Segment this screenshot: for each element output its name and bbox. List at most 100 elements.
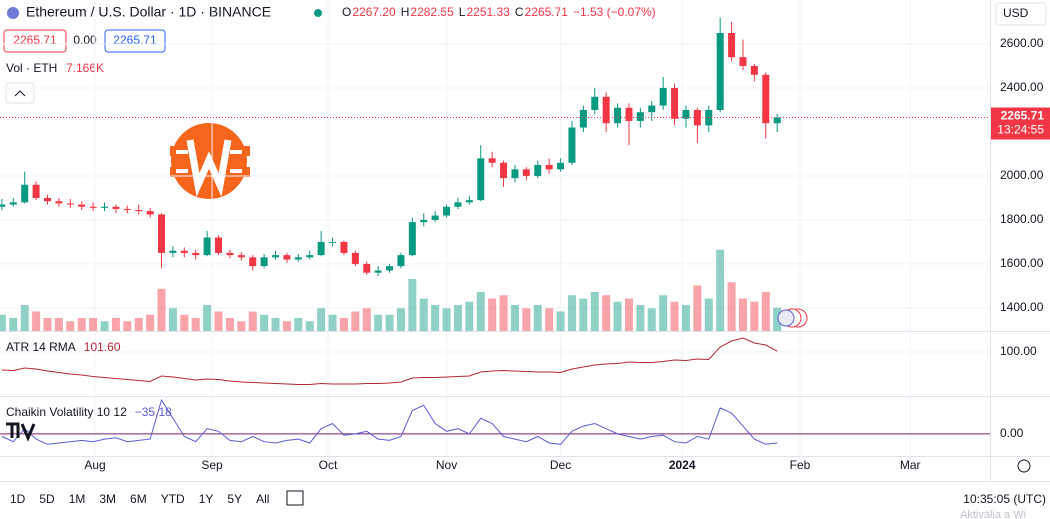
currency-button[interactable] [995,2,1047,26]
volume-bar [545,308,554,331]
y-tick-label: 1400.00 [1000,300,1044,314]
period-button[interactable]: 1Y [199,492,214,506]
volume-bar [522,308,531,331]
volume-bar [693,285,702,331]
candle-body [579,109,587,128]
settings-icon[interactable] [1017,459,1031,473]
volume-bar [408,279,417,331]
symbol-title: Ethereum / U.S. Dollar · 1D · BINANCE [26,4,271,20]
candle-body [602,96,610,124]
volume-bar [773,307,782,331]
candle-body [465,200,473,203]
volume-bar [66,321,75,331]
bid-box[interactable] [3,29,67,53]
candle-body [500,162,508,179]
volume-bar [146,314,155,331]
x-tick-label: Dec [550,458,571,472]
volume-bar [590,292,599,331]
volume-bar [43,318,52,331]
candle-body [477,158,485,201]
volume-bar [339,318,348,331]
volume-bar [225,318,234,331]
candle-body [568,127,576,163]
candle-body [614,107,622,124]
collapse-button[interactable] [5,82,35,104]
price-tag [991,107,1050,140]
volume-bar [282,321,291,331]
y-tick-label: 2400.00 [1000,80,1044,94]
x-tick-label: Oct [319,458,338,472]
candle-body [374,270,382,273]
volume-bar [670,301,679,331]
volume-bar [20,305,29,331]
candle-body [158,214,166,253]
volume-bar [761,292,770,331]
volume-bar [567,295,576,331]
currency: USD [1003,6,1029,20]
candle-body [591,96,599,110]
candle-body [386,266,394,271]
candle-body [101,206,109,208]
volume-bar [716,249,725,331]
volume-bar [431,305,440,331]
indicator-line [1,398,778,445]
volume-bar [704,298,713,331]
candle-body [454,202,462,207]
volume-bar [214,311,223,331]
volume-bar [738,298,747,331]
calendar-icon[interactable] [286,490,304,506]
ohlc-legend: O 2267.20 H 2282.55 L 2251.33 C 2265.71 −1.53 (−… [342,5,656,19]
y-tick-label: 1800.00 [1000,212,1044,226]
volume-bar [9,318,18,331]
indicator-name: ATR 14 RMA [6,340,76,354]
candle-body [78,204,86,207]
candle-body [123,208,131,211]
period-button[interactable]: 1M [69,492,86,506]
candle-body [260,257,268,267]
y-tick-label: 2600.00 [1000,36,1044,50]
period-button[interactable]: 6M [130,492,147,506]
period-button[interactable]: 3M [99,492,116,506]
period-button[interactable]: 5Y [227,492,242,506]
candle-body [682,109,690,119]
candle-body [728,32,736,58]
candle-body [329,241,337,243]
ask-box[interactable] [104,29,166,53]
candle-body [89,206,97,208]
volume-bar [294,318,303,331]
volume-bar [624,298,633,331]
period-button[interactable]: 1D [10,492,26,506]
volume-bar [180,314,189,331]
volume-bar [613,301,622,331]
legend-change: −1.53 (−0.07%) [573,5,656,19]
period-button[interactable]: YTD [161,492,185,506]
indicator-name: Chaikin Volatility 10 12 [6,405,127,419]
volume-bar [89,318,98,331]
period-button[interactable]: All [256,492,269,506]
candle-body [773,117,781,124]
candle-body [203,237,211,256]
candle-body [488,158,496,163]
legend-key: O [342,5,351,19]
candle-body [648,105,656,113]
volume-bar [727,282,736,331]
volume-bar [260,314,269,331]
candle-body [32,184,40,198]
volume-bar [77,318,86,331]
volume-bar [385,314,394,331]
candle-body [750,65,758,75]
volume-bar [168,308,177,331]
candle-body [431,215,439,220]
x-tick-label: Mar [900,458,921,472]
volume-bar [328,314,337,331]
x-tick-label: 2024 [669,458,696,472]
candle-body [443,206,451,216]
volume-bar [476,292,485,331]
volume-bar [203,305,212,331]
candle-body [283,255,291,260]
countdown: 13:24:55 [997,123,1044,137]
candle-body [180,250,188,253]
period-button[interactable]: 5D [39,492,55,506]
volume-bar [659,295,668,331]
